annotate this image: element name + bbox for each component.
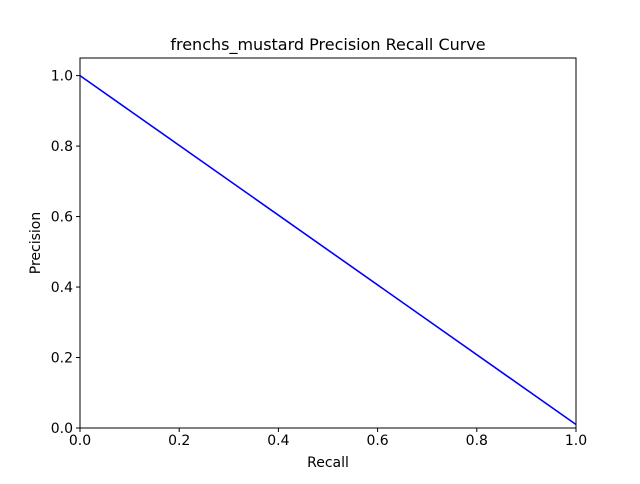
x-tick-label: 1.0 (565, 433, 587, 449)
precision-recall-line (79, 74, 577, 426)
x-axis-ticks: 0.0 0.2 0.4 0.6 0.8 1.0 (69, 428, 587, 449)
chart-title: frenchs_mustard Precision Recall Curve (170, 35, 485, 55)
x-tick-label: 0.8 (466, 433, 488, 449)
y-tick-label: 0.4 (51, 280, 73, 296)
y-tick-label: 0.6 (51, 210, 73, 226)
y-axis-label: Precision (28, 212, 44, 274)
x-tick-label: 0.0 (69, 433, 91, 449)
x-tick-label: 0.4 (267, 433, 289, 449)
series-layer (79, 74, 577, 426)
x-tick-label: 0.2 (168, 433, 190, 449)
y-axis-ticks: 0.0 0.2 0.4 0.6 0.8 1.0 (51, 69, 80, 437)
y-tick-label: 0.0 (51, 421, 73, 437)
x-tick-label: 0.6 (366, 433, 388, 449)
y-tick-label: 1.0 (51, 69, 73, 85)
x-axis-label: Recall (307, 455, 349, 471)
y-tick-label: 0.2 (51, 351, 73, 367)
plot-frame (79, 57, 577, 429)
y-tick-label: 0.8 (51, 139, 73, 155)
